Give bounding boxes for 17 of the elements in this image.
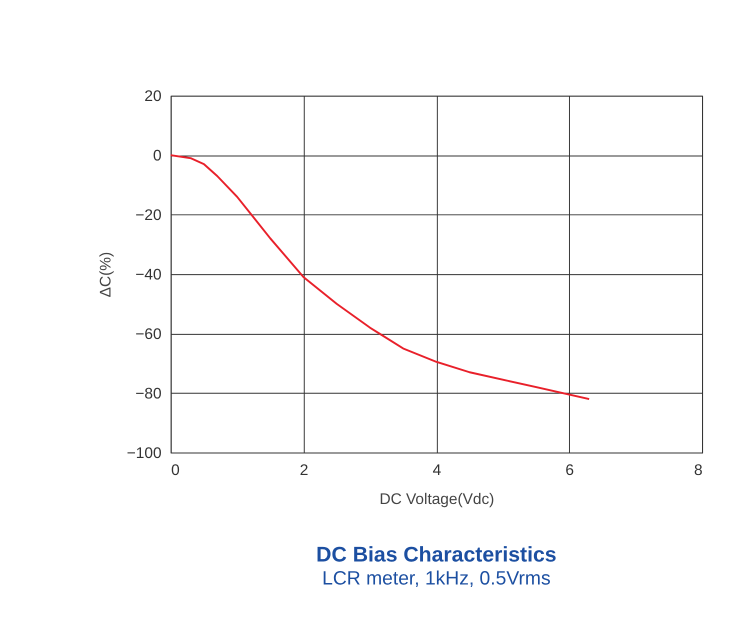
y-axis-title: ΔC(%) [97,252,114,298]
y-tick-label: −60 [135,326,162,343]
y-tick-label: 20 [144,88,162,106]
x-axis-title: DC Voltage(Vdc) [379,491,494,508]
x-tick-label: 6 [565,462,574,480]
x-tick-label: 2 [300,462,308,480]
y-tick-label: −20 [135,206,162,224]
y-tick-label: 0 [152,147,162,164]
x-tick-label: 0 [171,462,180,480]
x-tick-label: 4 [432,462,442,480]
text: LCR meter, 1kHz, 0.5Vrms [322,568,551,590]
y-tick-label: −80 [135,385,162,402]
line-series [170,154,590,400]
text: DC Bias Characteristics [316,544,557,567]
x-tick-label: 8 [694,462,703,480]
y-tick-label: −40 [135,266,162,284]
y-tick-label: −100 [126,444,162,462]
